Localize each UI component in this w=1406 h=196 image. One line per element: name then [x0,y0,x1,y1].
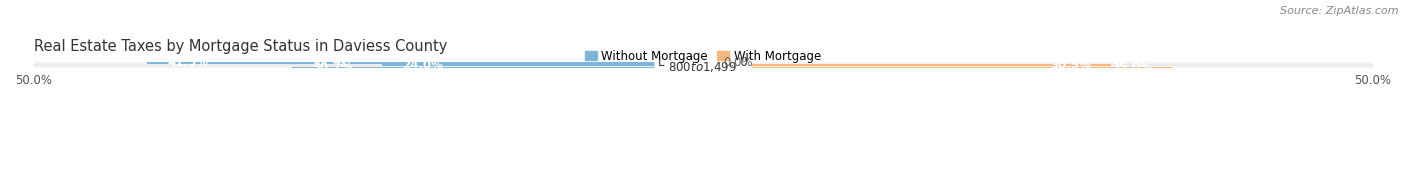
Bar [381,64,703,66]
Bar [703,67,1171,68]
Text: $800 to $1,499: $800 to $1,499 [668,60,738,74]
Text: 30.7%: 30.7% [312,61,353,74]
Text: 0.0%: 0.0% [723,56,752,69]
Bar [34,66,1372,68]
Text: 35.0%: 35.0% [1111,61,1152,74]
Text: Less than $800: Less than $800 [658,56,748,69]
Text: $800 to $1,499: $800 to $1,499 [668,58,738,72]
Bar [34,62,1372,64]
Text: 30.5%: 30.5% [1050,59,1091,72]
Bar [292,67,703,68]
Bar [34,64,1372,66]
Text: 41.5%: 41.5% [167,56,208,69]
Text: 24.0%: 24.0% [402,59,443,72]
Text: Real Estate Taxes by Mortgage Status in Daviess County: Real Estate Taxes by Mortgage Status in … [34,39,447,54]
Bar [148,63,703,64]
Text: Source: ZipAtlas.com: Source: ZipAtlas.com [1281,6,1399,16]
Bar [703,64,1111,66]
Legend: Without Mortgage, With Mortgage: Without Mortgage, With Mortgage [581,45,825,67]
